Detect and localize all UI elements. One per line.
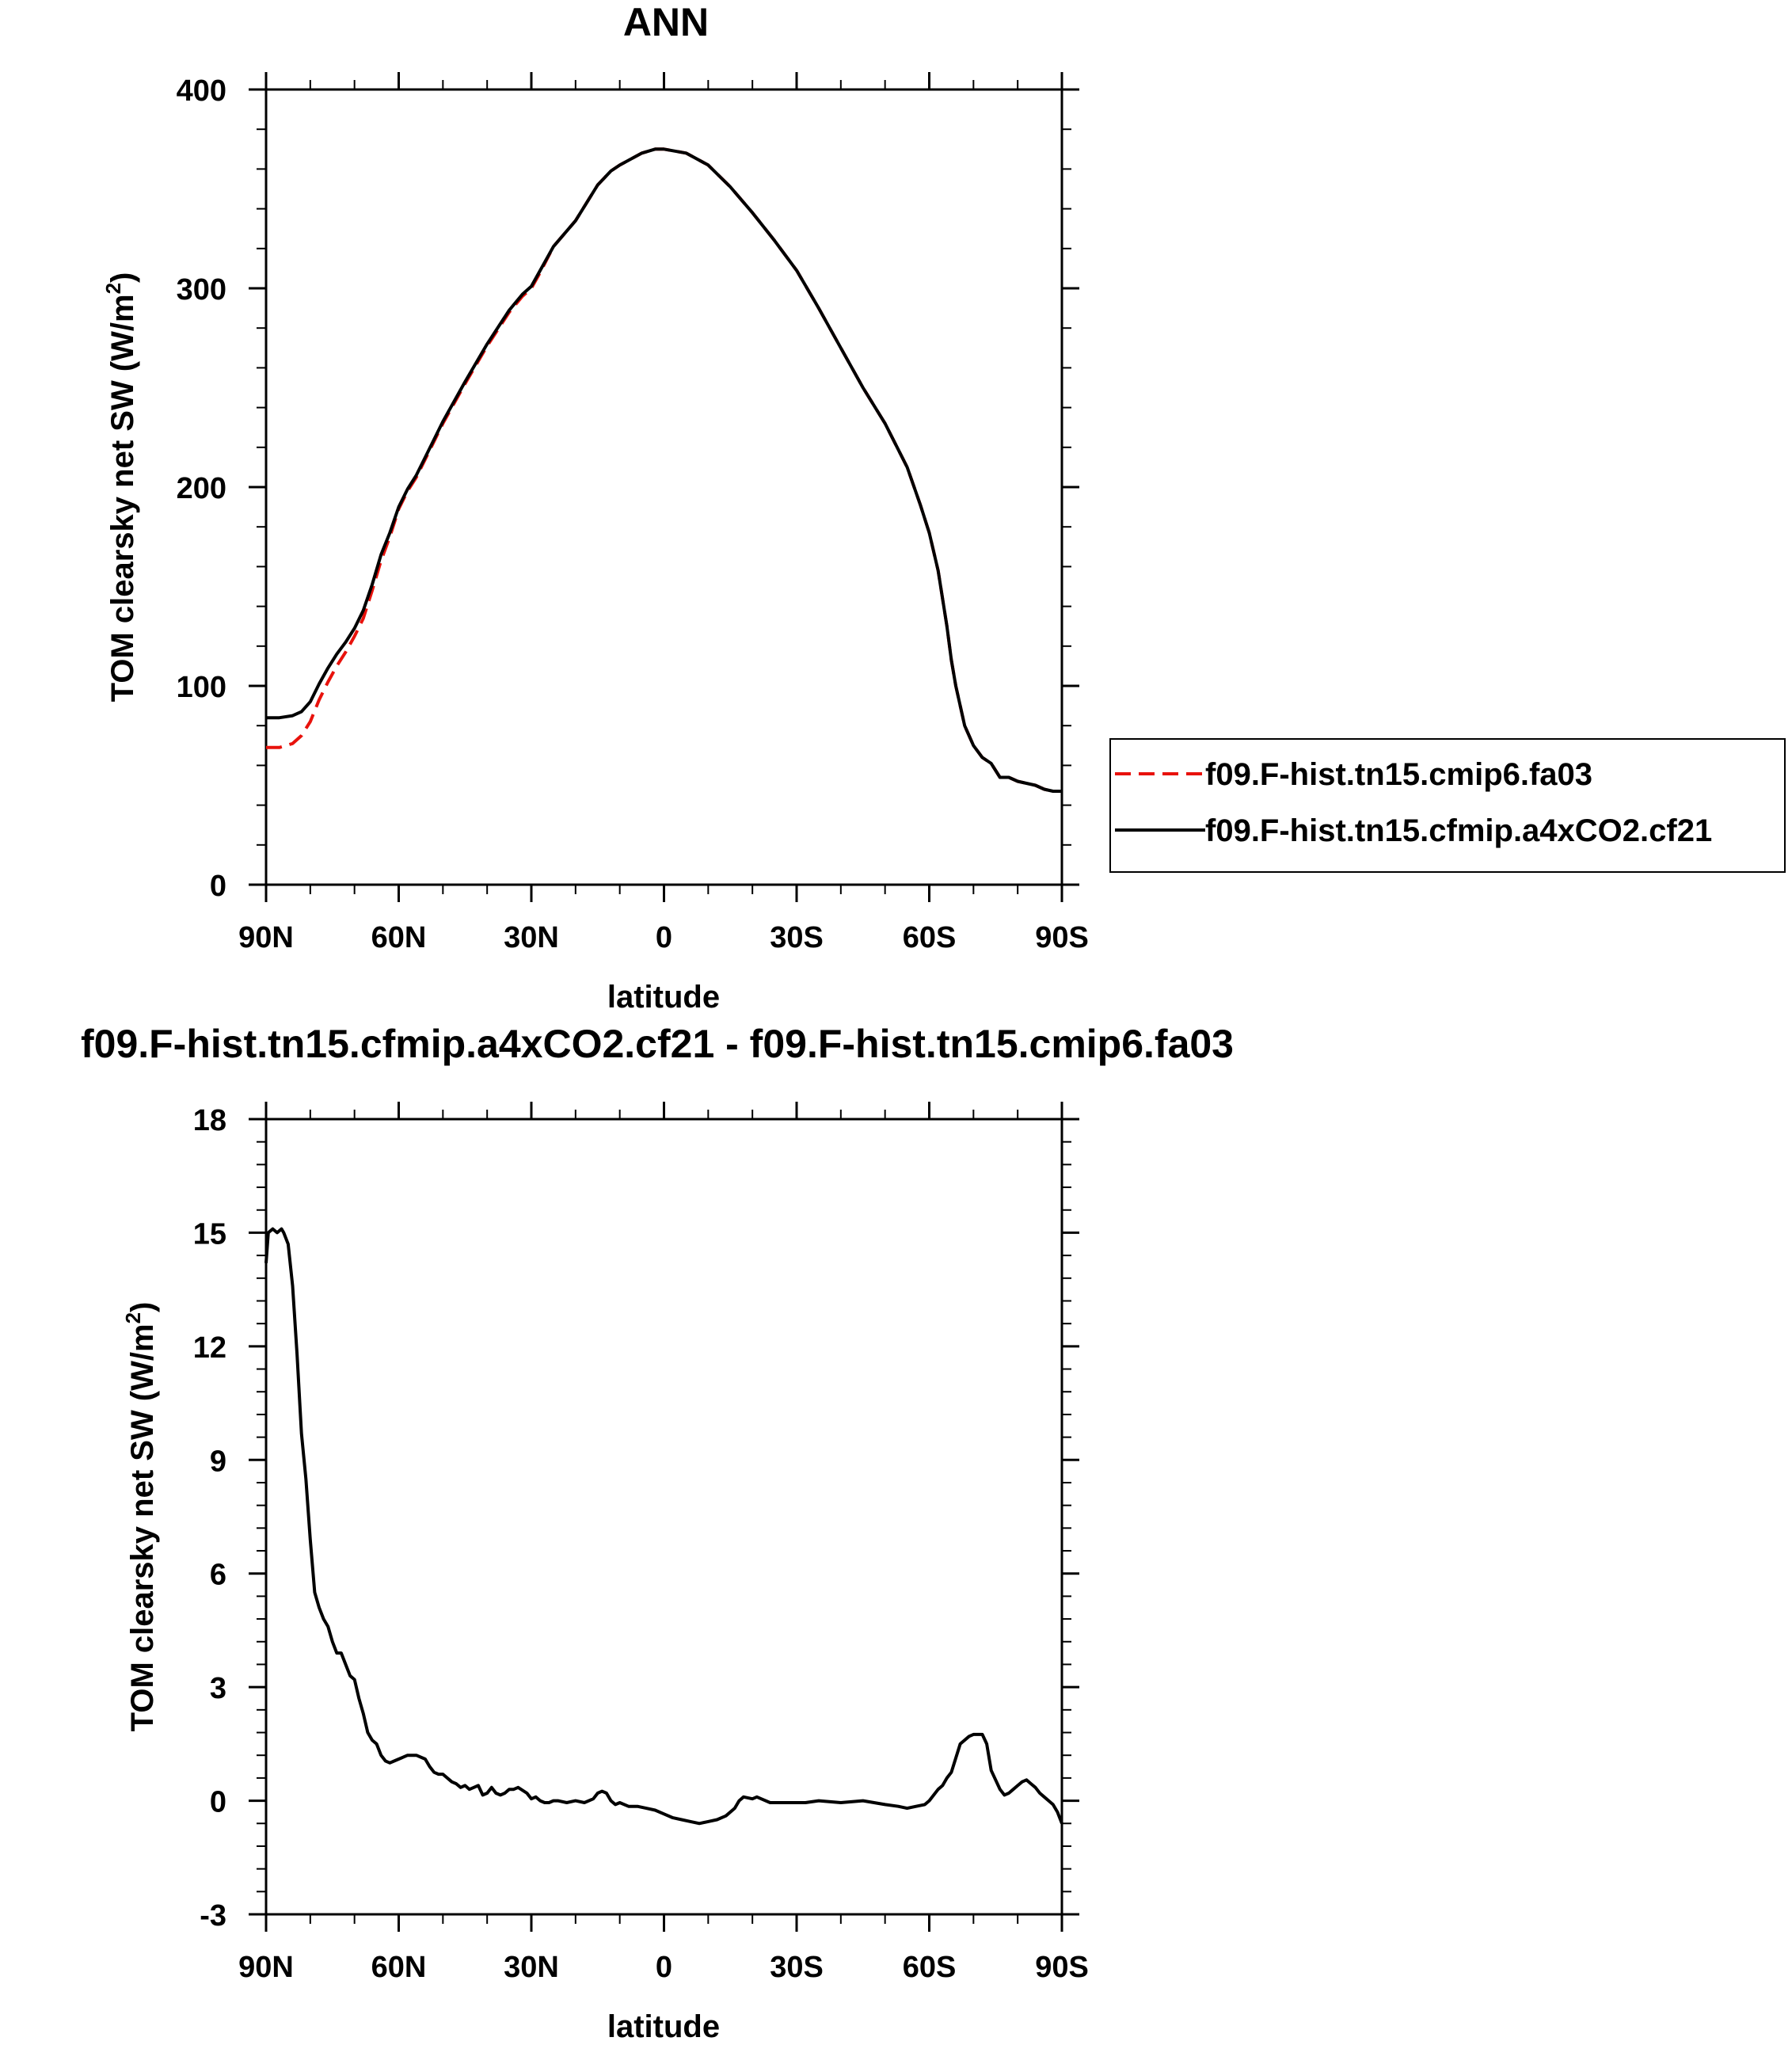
x-tick-label: 60N xyxy=(371,1951,427,1984)
x-tick-label: 0 xyxy=(656,1951,672,1984)
x-axis-label: latitude xyxy=(607,2009,720,2044)
x-tick-label: 90N xyxy=(238,921,294,954)
chart-title: f09.F-hist.tn15.cfmip.a4xCO2.cf21 - f09.… xyxy=(81,1022,1234,1066)
y-tick-label: 15 xyxy=(193,1217,226,1251)
y-tick-label: 0 xyxy=(210,1786,226,1819)
x-tick-label: 60S xyxy=(903,921,957,954)
legend-box xyxy=(1109,738,1786,873)
y-tick-label: 12 xyxy=(193,1331,226,1365)
series-line-cmip6-fa03 xyxy=(266,147,1062,793)
y-tick-label: 6 xyxy=(210,1559,226,1592)
y-tick-label: 9 xyxy=(210,1445,226,1478)
plot-frame xyxy=(264,88,1063,886)
y-tick-label: 200 xyxy=(177,472,226,505)
legend-label: f09.F-hist.tn15.cfmip.a4xCO2.cf21 xyxy=(1205,813,1712,848)
y-tick-label: 300 xyxy=(177,273,226,307)
legend-label: f09.F-hist.tn15.cmip6.fa03 xyxy=(1205,757,1592,792)
chart-title: ANN xyxy=(623,0,709,44)
x-tick-label: 30S xyxy=(770,1951,824,1984)
plot-frame xyxy=(264,1118,1063,1916)
x-tick-label: 0 xyxy=(656,921,672,954)
x-tick-label: 90S xyxy=(1035,921,1089,954)
difference-line xyxy=(264,1227,1063,1826)
x-tick-label: 30S xyxy=(770,921,824,954)
y-tick-label: -3 xyxy=(200,1899,226,1933)
x-tick-label: 60N xyxy=(371,921,427,954)
x-tick-label: 30N xyxy=(504,921,559,954)
x-tick-label: 60S xyxy=(903,1951,957,1984)
y-tick-label: 3 xyxy=(210,1672,226,1705)
series-line-a4xco2-cf21 xyxy=(266,147,1062,793)
x-tick-label: 90N xyxy=(238,1951,294,1984)
x-axis-label: latitude xyxy=(607,980,720,1015)
y-tick-label: 400 xyxy=(177,74,226,108)
x-tick-label: 30N xyxy=(504,1951,559,1984)
y-axis-label: TOM clearsky net SW (W/m2) xyxy=(101,272,140,703)
y-axis-label: TOM clearsky net SW (W/m2) xyxy=(121,1302,160,1732)
y-tick-label: 100 xyxy=(177,671,226,704)
x-tick-label: 90S xyxy=(1035,1951,1089,1984)
y-tick-label: 18 xyxy=(193,1104,226,1137)
y-tick-label: 0 xyxy=(210,870,226,903)
